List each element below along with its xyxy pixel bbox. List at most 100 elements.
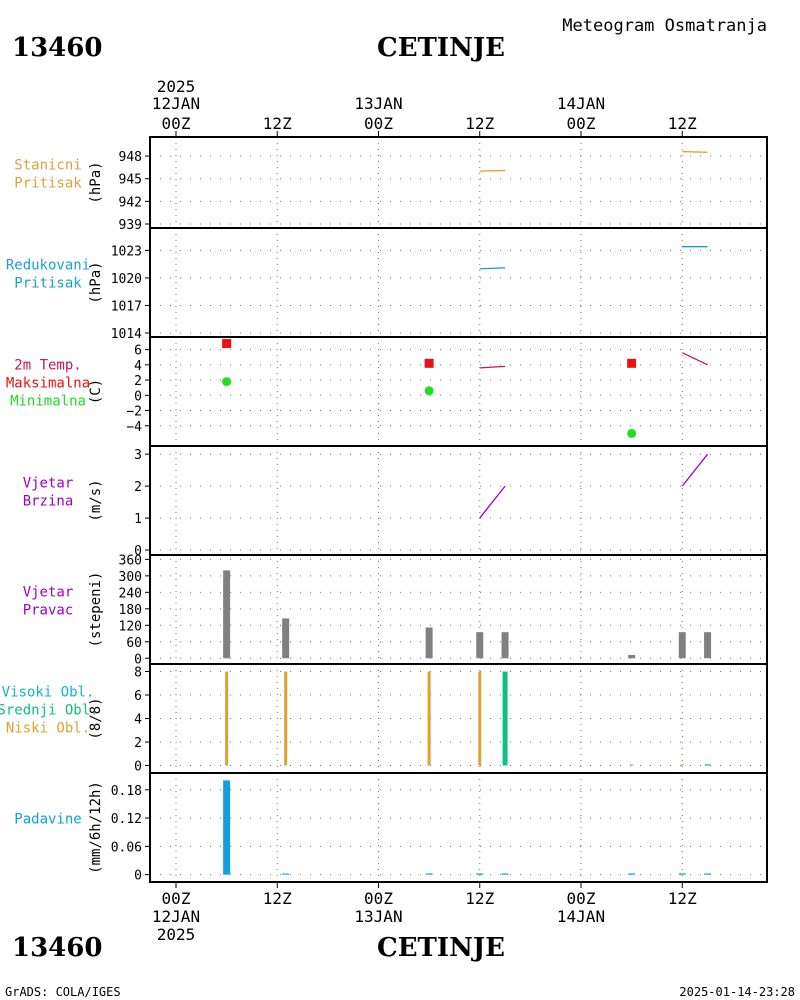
data-bar [678,873,686,875]
panel-wind_speed: 0 1 2 3 (m/s) Vjetar Brzina [23,445,768,559]
series-line [479,485,506,519]
panel-label-line: Pritisak [14,176,82,192]
data-bar [223,570,231,659]
data-bar [680,764,684,766]
ytick-label: 60 [126,636,142,651]
panel-precipitation: 0 0.06 0.12 0.18 (mm/6h/12h) Padavine [14,772,768,884]
panel-data [223,570,712,659]
footer-credit: GrADS: COLA/IGES [5,985,121,999]
top-axis-hour: 12Z [465,114,494,133]
ytick-label: 360 [119,553,142,568]
station-id-top: 13460 [12,33,102,63]
panel-ylabel: (hPa) [88,261,104,303]
data-bar [425,873,433,875]
data-bar [282,873,290,875]
panel-frame [149,136,768,229]
ytick-label: 6 [134,344,142,359]
ytick-label: 2 [134,736,142,751]
data-bar [223,780,231,875]
ytick-label: 948 [119,150,142,165]
panel-label-line: Padavine [14,812,81,828]
data-bar [630,764,634,766]
series-line [479,365,506,369]
ytick-label: 0.12 [111,812,142,827]
ytick-label: 6 [134,689,142,704]
top-axis-date: 14JAN [557,94,605,113]
panel-label-line: Stanicni [14,158,81,174]
data-bar [284,671,288,766]
ytick-label: 1020 [111,272,142,287]
data-bar [501,632,509,659]
max-temp-marker [627,358,637,368]
panel-data [225,671,711,766]
panel-label-line: Vjetar [23,585,74,601]
data-bar [476,632,484,659]
ytick-label: 1014 [111,327,142,342]
panel-frame [149,227,768,338]
bottom-axis-year: 2025 [157,925,196,944]
data-bar [628,654,636,659]
footer-timestamp: 2025-01-14-23:28 [679,985,795,999]
panel-ylabel: (m/s) [88,479,104,521]
panel-frame [149,554,768,665]
ytick-label: 0.18 [111,784,142,799]
panel-frame [149,336,768,447]
product-title: Meteogram Osmatranja [562,16,767,36]
bottom-axis-date: 13JAN [354,907,402,926]
data-bar [704,632,712,659]
ytick-label: 1023 [111,244,142,259]
panel-data [479,150,708,172]
bottom-axis-date: 12JAN [152,907,200,926]
panel-label-line: Srednji Obl. [0,703,99,719]
data-bar [282,618,290,659]
panel-ylabel: (hPa) [88,161,104,203]
data-bar [705,764,711,766]
bottom-axis-hour: 12Z [263,889,292,908]
ytick-label: 2 [134,480,142,495]
series-line [681,352,708,366]
panel-label-line: Minimalna [10,394,86,410]
ytick-label: 4 [134,713,142,728]
series-line [682,150,708,153]
top-axis-hour: 00Z [162,114,191,133]
panel-label-line: Niski Obl. [6,721,90,737]
panel-frame [149,663,768,774]
ytick-label: 0 [134,652,142,667]
data-bar [225,671,229,766]
ytick-label: 0 [134,389,142,404]
bottom-axis-date: 14JAN [557,907,605,926]
top-axis-hour: 12Z [668,114,697,133]
ytick-label: 0 [134,759,142,774]
ytick-label: 0 [134,544,142,559]
ytick-label: 939 [119,218,142,233]
ytick-label: 1017 [111,299,142,314]
panel-data [479,453,709,519]
panel-data [223,780,712,875]
max-temp-marker [222,339,232,349]
min-temp-marker [222,377,232,387]
ytick-label: −4 [126,420,142,435]
max-temp-marker [424,358,434,368]
ytick-label: 942 [119,195,142,210]
data-bar [502,671,508,766]
panel-ylabel: (stepeni) [88,572,104,648]
data-bar [628,873,636,875]
station-name-top: CETINJE [377,33,505,63]
panel-label-line: Vjetar [23,476,74,492]
panel-data [479,246,708,270]
station-id-bottom: 13460 [12,933,102,963]
data-bar [476,873,484,875]
min-temp-marker [627,428,637,438]
bottom-axis-hour: 00Z [364,889,393,908]
data-bar [678,632,686,659]
top-axis-hour: 00Z [364,114,393,133]
panel-label-line: Maksimalna [6,376,90,392]
panel-frame [149,445,768,556]
data-bar [478,671,482,766]
panel-label-line: Pravac [23,603,74,619]
top-axis-year: 2025 [157,77,196,96]
ytick-label: 120 [119,619,142,634]
